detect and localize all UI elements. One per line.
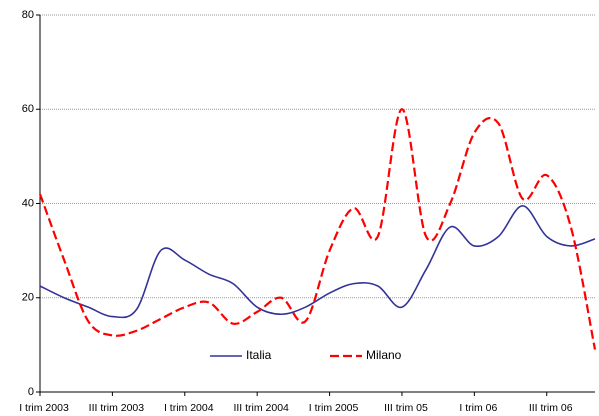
series-line bbox=[38, 108, 597, 350]
y-tick-label: 80 bbox=[22, 9, 34, 21]
x-tick-label: III trim 05 bbox=[384, 402, 428, 414]
y-tick-label: 20 bbox=[22, 292, 34, 304]
x-tick-label: III trim 06 bbox=[529, 402, 573, 414]
y-tick-label: 40 bbox=[22, 197, 34, 209]
x-tick-label: I trim 2003 bbox=[19, 402, 69, 414]
y-tick-label: 60 bbox=[22, 103, 34, 115]
legend-label: Italia bbox=[246, 348, 272, 362]
x-tick-label: I trim 2005 bbox=[309, 402, 359, 414]
series-line bbox=[39, 205, 596, 319]
legend-label: Milano bbox=[366, 348, 402, 362]
x-tick-label: III trim 2004 bbox=[233, 402, 289, 414]
x-tick-label: I trim 06 bbox=[459, 402, 497, 414]
x-tick-label: I trim 2004 bbox=[164, 402, 214, 414]
y-tick-label: 0 bbox=[28, 386, 34, 398]
x-tick-label: III trim 2003 bbox=[89, 402, 145, 414]
